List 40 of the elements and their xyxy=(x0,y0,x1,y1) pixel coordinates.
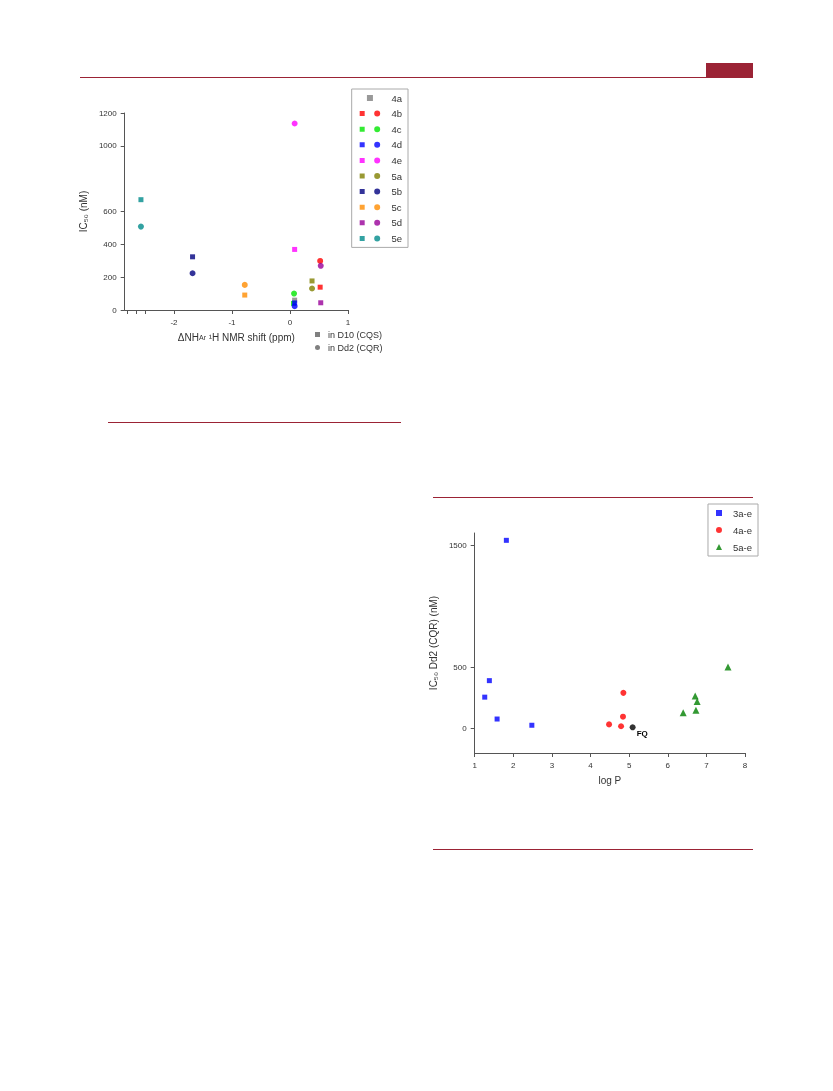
x-tick-label: 2 xyxy=(511,760,517,770)
y-axis-title: IC₅₀ (nM) xyxy=(77,190,89,233)
y-tick-label: 1500 xyxy=(448,540,468,550)
x-tick-label: 5 xyxy=(626,760,632,770)
y-tick-label: 1200 xyxy=(98,108,118,118)
x-tick-label: 4 xyxy=(588,760,594,770)
x-tick-label: 7 xyxy=(704,760,710,770)
x-axis-title: log P xyxy=(598,774,622,786)
x-tick-label: -2 xyxy=(170,317,179,327)
y-tick-label: 0 xyxy=(112,305,118,315)
text: in Dd2 (CQR) xyxy=(328,342,383,353)
legend-label: 5d xyxy=(391,217,403,229)
y-axis-title: IC₅₀ Dd2 (CQR) (nM) xyxy=(427,595,439,691)
legend-label: 4a xyxy=(391,92,403,104)
text: in D10 (CQS) xyxy=(328,329,383,340)
x-tick-label: 6 xyxy=(665,760,671,770)
legend-label: 4b xyxy=(391,108,403,120)
legend-label: 5a-e xyxy=(732,541,752,553)
y-tick-label: 600 xyxy=(103,207,118,216)
legend-label: 5c xyxy=(391,201,402,213)
y-tick-label: 500 xyxy=(453,662,468,672)
y-tick-label: 1000 xyxy=(98,141,118,151)
legend-label: 4a-e xyxy=(732,524,752,536)
legend-label: 5b xyxy=(391,186,403,198)
legend-label: 3a-e xyxy=(732,507,752,519)
y-tick-label: 0 xyxy=(462,724,468,734)
annotation: FQ xyxy=(636,728,648,738)
x-tick-label: 1 xyxy=(472,760,478,770)
x-tick-label: 0 xyxy=(287,317,293,327)
x-tick-label: -1 xyxy=(228,317,237,327)
legend-label: 4c xyxy=(391,123,402,135)
y-tick-label: 400 xyxy=(103,239,118,249)
legend-label: 5a xyxy=(391,170,403,182)
legend-label: 4e xyxy=(391,154,403,166)
legend-label: 4d xyxy=(391,139,403,151)
x-tick-label: 8 xyxy=(742,760,748,770)
legend-label: 5e xyxy=(391,232,403,244)
y-tick-label: 200 xyxy=(103,272,118,282)
x-tick-label: 1 xyxy=(345,317,351,327)
x-tick-label: 3 xyxy=(549,760,555,770)
